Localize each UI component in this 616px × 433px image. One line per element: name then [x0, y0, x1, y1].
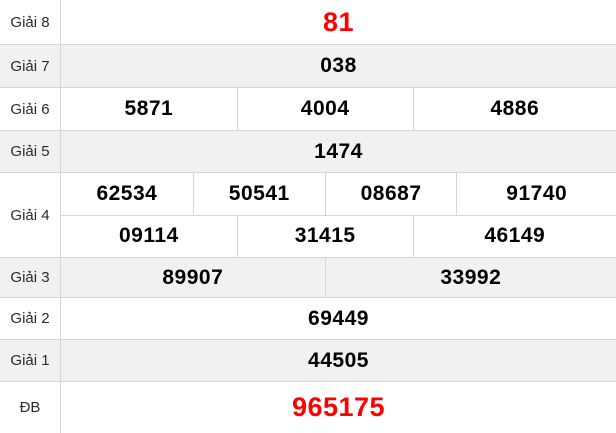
prize-row: ĐB 965175: [0, 382, 616, 433]
prize-values: 89907 33992: [61, 258, 616, 297]
prize-sub-row: 81: [61, 0, 616, 44]
prize-sub-row: 69449: [61, 298, 616, 339]
prize-values: 44505: [61, 340, 616, 381]
prize-number: 08687: [324, 173, 457, 215]
prize-sub-row: 89907 33992: [61, 258, 616, 297]
prize-label: Giải 2: [0, 298, 61, 339]
prize-label: Giải 6: [0, 88, 61, 130]
prize-number: 31415: [236, 215, 413, 257]
prize-number: 46149: [412, 215, 616, 257]
prize-number: 44505: [308, 348, 369, 372]
prize-row: Giải 4 62534 50541 08687 91740 09114 31415 4614…: [0, 173, 616, 258]
prize-number: 4886: [412, 88, 616, 130]
prize-row: Giải 3 89907 33992: [0, 258, 616, 298]
prize-sub-row: 1474: [61, 131, 616, 172]
prize-label: Giải 3: [0, 258, 61, 297]
prize-number: 4004: [236, 88, 413, 130]
prize-values: 69449: [61, 298, 616, 339]
prize-row: Giải 5 1474: [0, 131, 616, 173]
prize-sub-row: 09114 31415 46149: [61, 214, 616, 257]
prize-row: Giải 6 5871 4004 4886: [0, 88, 616, 131]
prize-values: 62534 50541 08687 91740 09114 31415 46149: [61, 173, 616, 257]
prize-number: 038: [320, 54, 357, 77]
prize-label: Giải 5: [0, 131, 61, 172]
prize-number: 62534: [96, 181, 158, 205]
prize-number: 965175: [291, 392, 386, 422]
prize-number: 89907: [162, 265, 224, 289]
prize-label: Giải 4: [0, 173, 61, 257]
prize-values: 81: [61, 0, 616, 44]
prize-sub-row: 038: [61, 45, 616, 87]
prize-number: 50541: [192, 173, 325, 215]
prize-sub-row: 5871 4004 4886: [61, 88, 616, 130]
prize-number: 81: [322, 6, 355, 37]
prize-number: 09114: [119, 224, 179, 248]
prize-sub-row: 62534 50541 08687 91740: [61, 173, 616, 215]
prize-number: 33992: [324, 258, 616, 297]
prize-row: Giải 8 81: [0, 0, 616, 45]
prize-number: 1474: [314, 139, 363, 163]
prize-label: ĐB: [0, 382, 61, 433]
prize-label: Giải 1: [0, 340, 61, 381]
prize-values: 965175: [61, 382, 616, 433]
prize-values: 038: [61, 45, 616, 87]
prize-number: 91740: [456, 173, 616, 215]
prize-sub-row: 965175: [61, 382, 616, 433]
prize-values: 1474: [61, 131, 616, 172]
prize-number: 5871: [124, 97, 174, 120]
prize-label: Giải 8: [0, 0, 61, 44]
prize-number: 69449: [308, 306, 369, 330]
prize-label: Giải 7: [0, 45, 61, 87]
prize-row: Giải 7 038: [0, 45, 616, 88]
prize-row: Giải 1 44505: [0, 340, 616, 382]
prize-row: Giải 2 69449: [0, 298, 616, 340]
prize-values: 5871 4004 4886: [61, 88, 616, 130]
prize-sub-row: 44505: [61, 340, 616, 381]
